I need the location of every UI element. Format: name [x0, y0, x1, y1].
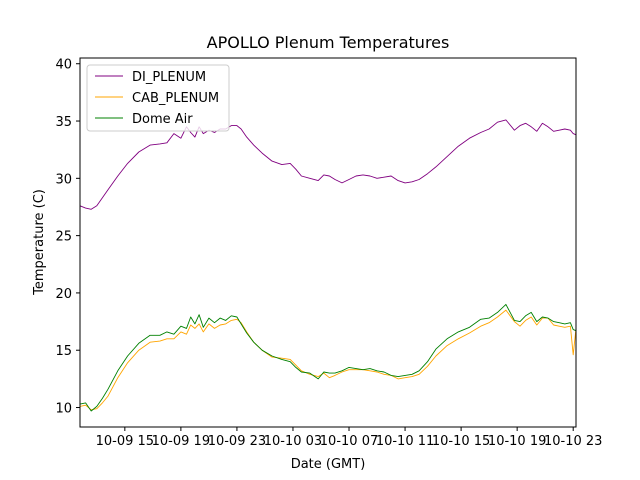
x-tick-label: 10-09 19: [152, 434, 210, 449]
chart-title: APOLLO Plenum Temperatures: [207, 33, 450, 52]
x-tick-label: 10-10 19: [488, 434, 546, 449]
x-tick-label: 10-10 15: [432, 434, 490, 449]
plot-frame: [79, 57, 577, 428]
y-axis-label: Temperature (C): [32, 189, 47, 296]
legend-frame: [86, 64, 230, 132]
series-line-1: [79, 309, 577, 411]
legend-label-0: DI_PLENUM: [132, 70, 206, 85]
x-tick-label: 10-09 15: [96, 434, 154, 449]
x-tick-label: 10-10 07: [320, 434, 378, 449]
y-tick-label: 35: [55, 115, 72, 130]
y-tick-label: 10: [55, 402, 72, 417]
x-tick-label: 10-10 11: [376, 434, 434, 449]
x-tick-label: 10-10 23: [544, 434, 602, 449]
legend-label-2: Dome Air: [132, 112, 193, 127]
x-axis-label: Date (GMT): [291, 457, 366, 472]
x-tick-label: 10-09 23: [208, 434, 266, 449]
y-tick-label: 15: [55, 344, 72, 359]
x-tick-label: 10-10 03: [264, 434, 322, 449]
y-tick-label: 25: [55, 230, 72, 245]
series-line-0: [79, 119, 577, 210]
legend: DI_PLENUM CAB_PLENUM Dome Air: [86, 64, 230, 132]
y-tick-label: 30: [55, 172, 72, 187]
y-tick-label: 20: [55, 287, 72, 302]
y-tick-label: 40: [55, 58, 72, 73]
series-layer: [79, 119, 577, 412]
series-line-2: [79, 303, 577, 412]
legend-label-1: CAB_PLENUM: [132, 91, 219, 106]
